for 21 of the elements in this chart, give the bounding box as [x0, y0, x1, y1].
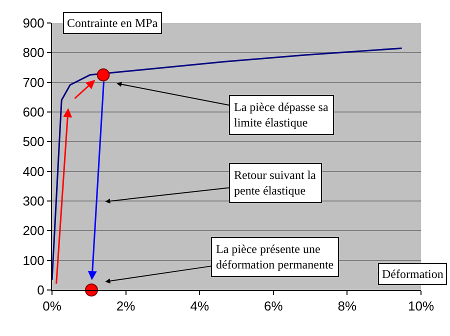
y-tick-label: 700	[22, 74, 44, 90]
y-tick-label: 0	[37, 282, 44, 298]
y-tick-label: 300	[22, 194, 44, 209]
y-tick-label: 800	[22, 45, 44, 60]
x-axis-title: Déformation	[382, 267, 444, 281]
annotation: Retour suivant la pente élastique	[234, 168, 317, 198]
annotation: La pièce dépasse sa limite élastique	[234, 100, 329, 130]
y-tick-label: 500	[22, 134, 44, 150]
annotation: La pièce présente une déformation permanente	[216, 242, 334, 272]
y-axis-title: Contrainte en MPa	[67, 16, 158, 30]
y-tick-label: 900	[22, 16, 44, 31]
y-tick-label: 600	[22, 104, 44, 120]
x-tick-label: 2%	[116, 298, 136, 314]
x-tick-label: 6%	[264, 298, 284, 314]
y-tick-label: 200	[22, 223, 44, 238]
y-tick-label: 400	[22, 164, 44, 179]
x-tick-label: 8%	[338, 298, 358, 314]
x-tick-label: 10%	[408, 298, 434, 314]
x-tick-label: 0%	[42, 298, 62, 314]
x-tick-label: 4%	[190, 298, 210, 314]
y-tick-label: 100	[22, 252, 44, 268]
